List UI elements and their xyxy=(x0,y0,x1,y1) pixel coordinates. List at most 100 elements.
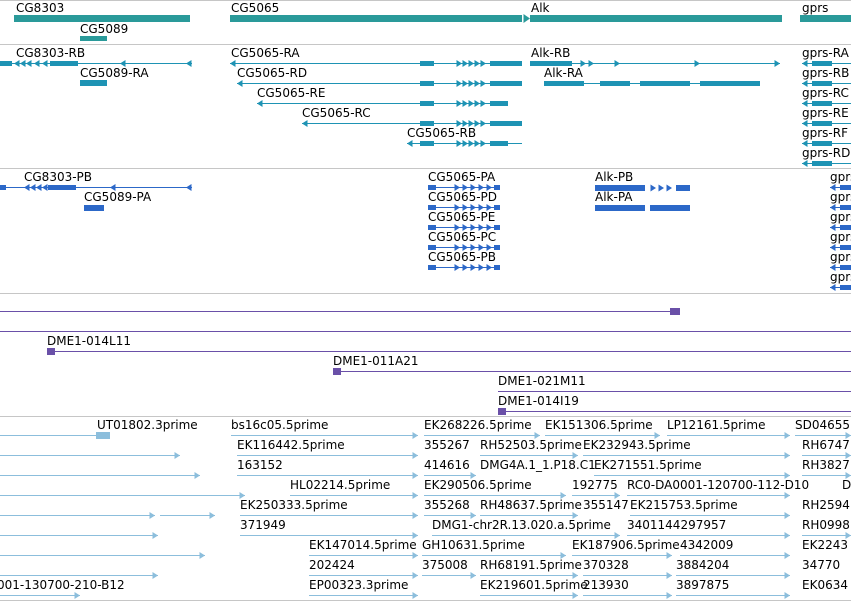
exon-arrow[interactable] xyxy=(486,224,493,231)
bac-end[interactable] xyxy=(670,308,680,315)
exon-block[interactable] xyxy=(428,225,436,230)
est-arrow[interactable] xyxy=(784,552,791,559)
gene-label[interactable]: CG5089 xyxy=(80,22,129,36)
exon-arrow[interactable] xyxy=(580,60,587,67)
exon-arrow[interactable] xyxy=(26,60,32,67)
est-arrow[interactable] xyxy=(470,572,477,579)
exon-arrow[interactable] xyxy=(802,160,808,167)
exon-arrow[interactable] xyxy=(480,60,487,67)
est-label[interactable]: EK215753.5prime xyxy=(630,498,738,512)
exon-arrow[interactable] xyxy=(474,140,481,147)
exon-arrow[interactable] xyxy=(462,100,469,107)
exon-block[interactable] xyxy=(490,121,522,126)
est-label[interactable]: EK250333.5prime xyxy=(240,498,348,512)
est-label[interactable]: DMG4A.1_1.P18.C1 xyxy=(480,458,596,472)
exon-arrow[interactable] xyxy=(802,120,808,127)
exon-arrow[interactable] xyxy=(186,60,192,67)
exon-arrow[interactable] xyxy=(470,204,477,211)
est-arrow[interactable] xyxy=(470,512,477,519)
bac-label[interactable]: DME1-011A21 xyxy=(333,354,419,368)
protein-label[interactable]: CG5065-PB xyxy=(428,250,497,264)
exon-arrow[interactable] xyxy=(120,60,126,67)
transcript-label[interactable]: CG5065-RE xyxy=(257,86,326,100)
est-arrow[interactable] xyxy=(572,572,579,579)
est-label[interactable]: UT01802.3prime xyxy=(97,418,198,432)
exon-arrow[interactable] xyxy=(802,100,808,107)
exon-block[interactable] xyxy=(840,265,851,270)
exon-arrow[interactable] xyxy=(474,120,481,127)
est-label[interactable]: 355268 xyxy=(424,498,470,512)
est-arrow[interactable] xyxy=(412,532,419,539)
est-label[interactable]: 34770 xyxy=(802,558,841,572)
transcript-label[interactable]: CG8303-RB xyxy=(16,46,86,60)
gene-label[interactable]: CG8303 xyxy=(16,1,65,15)
exon-arrow[interactable] xyxy=(802,60,808,67)
exon-arrow[interactable] xyxy=(486,184,493,191)
transcript-label[interactable]: gprs-RC xyxy=(802,86,849,100)
protein-label[interactable]: gprs xyxy=(830,210,851,224)
est-arrow[interactable] xyxy=(534,432,541,439)
exon-arrow[interactable] xyxy=(478,264,485,271)
exon-arrow[interactable] xyxy=(468,140,475,147)
exon-block[interactable] xyxy=(420,141,434,146)
est-arrow[interactable] xyxy=(412,512,419,519)
exon-arrow[interactable] xyxy=(462,224,469,231)
bac-label[interactable]: DME1-014L11 xyxy=(47,334,131,348)
exon-block[interactable] xyxy=(428,185,436,190)
exon-arrow[interactable] xyxy=(462,60,469,67)
exon-block[interactable] xyxy=(595,205,645,211)
est-arrow[interactable] xyxy=(412,552,419,559)
exon-arrow[interactable] xyxy=(454,184,461,191)
est-arrow[interactable] xyxy=(784,572,791,579)
est-arrow[interactable] xyxy=(560,492,567,499)
exon-arrow[interactable] xyxy=(694,60,701,67)
protein-label[interactable]: gprs xyxy=(830,230,851,244)
est-label[interactable]: EK219601.5prime xyxy=(480,578,588,592)
exon-block[interactable] xyxy=(840,245,851,250)
exon-arrow[interactable] xyxy=(486,204,493,211)
exon-arrow[interactable] xyxy=(456,60,463,67)
bac-label[interactable]: DME1-021M11 xyxy=(498,374,586,388)
est-label[interactable]: 192775 xyxy=(572,478,618,492)
exon-arrow[interactable] xyxy=(24,184,30,191)
exon-block[interactable] xyxy=(84,205,104,211)
exon-block[interactable] xyxy=(650,205,690,211)
transcript-label[interactable]: gprs-RB xyxy=(802,66,850,80)
exon-arrow[interactable] xyxy=(614,60,621,67)
est-arrow[interactable] xyxy=(784,492,791,499)
transcript-label[interactable]: gprs-RA xyxy=(802,46,849,60)
est-label[interactable]: D xyxy=(842,478,851,492)
exon-arrow[interactable] xyxy=(407,140,413,147)
exon-arrow[interactable] xyxy=(802,140,808,147)
exon-arrow[interactable] xyxy=(486,264,493,271)
est-arrow[interactable] xyxy=(666,592,673,599)
est-label[interactable]: RH3827 xyxy=(802,458,850,472)
exon-arrow[interactable] xyxy=(830,224,836,231)
protein-label[interactable]: gprs xyxy=(830,170,851,184)
protein-label[interactable]: CG5065-PC xyxy=(428,230,497,244)
est-arrow[interactable] xyxy=(572,452,579,459)
exon-arrow[interactable] xyxy=(462,140,469,147)
est-label[interactable]: EK187906.5prime xyxy=(572,538,680,552)
gene-bar[interactable] xyxy=(230,15,522,22)
bac-end[interactable] xyxy=(333,368,341,375)
exon-arrow[interactable] xyxy=(468,60,475,67)
est-arrow[interactable] xyxy=(784,452,791,459)
est-label[interactable]: 3401144297957 xyxy=(627,518,727,532)
exon-arrow[interactable] xyxy=(830,264,836,271)
est-arrow[interactable] xyxy=(784,432,791,439)
est-arrow[interactable] xyxy=(614,532,621,539)
exon-arrow[interactable] xyxy=(470,184,477,191)
exon-block[interactable] xyxy=(420,101,434,106)
est-arrow[interactable] xyxy=(174,452,181,459)
exon-block[interactable] xyxy=(530,61,572,66)
exon-block[interactable] xyxy=(494,205,500,210)
exon-arrow[interactable] xyxy=(454,244,461,251)
est-arrow[interactable] xyxy=(666,552,673,559)
est-label[interactable]: SD04655 xyxy=(795,418,851,432)
exon-block[interactable] xyxy=(490,101,508,106)
exon-arrow[interactable] xyxy=(36,184,42,191)
est-arrow[interactable] xyxy=(845,532,851,539)
exon-arrow[interactable] xyxy=(830,244,836,251)
est-label[interactable]: 213930 xyxy=(583,578,629,592)
